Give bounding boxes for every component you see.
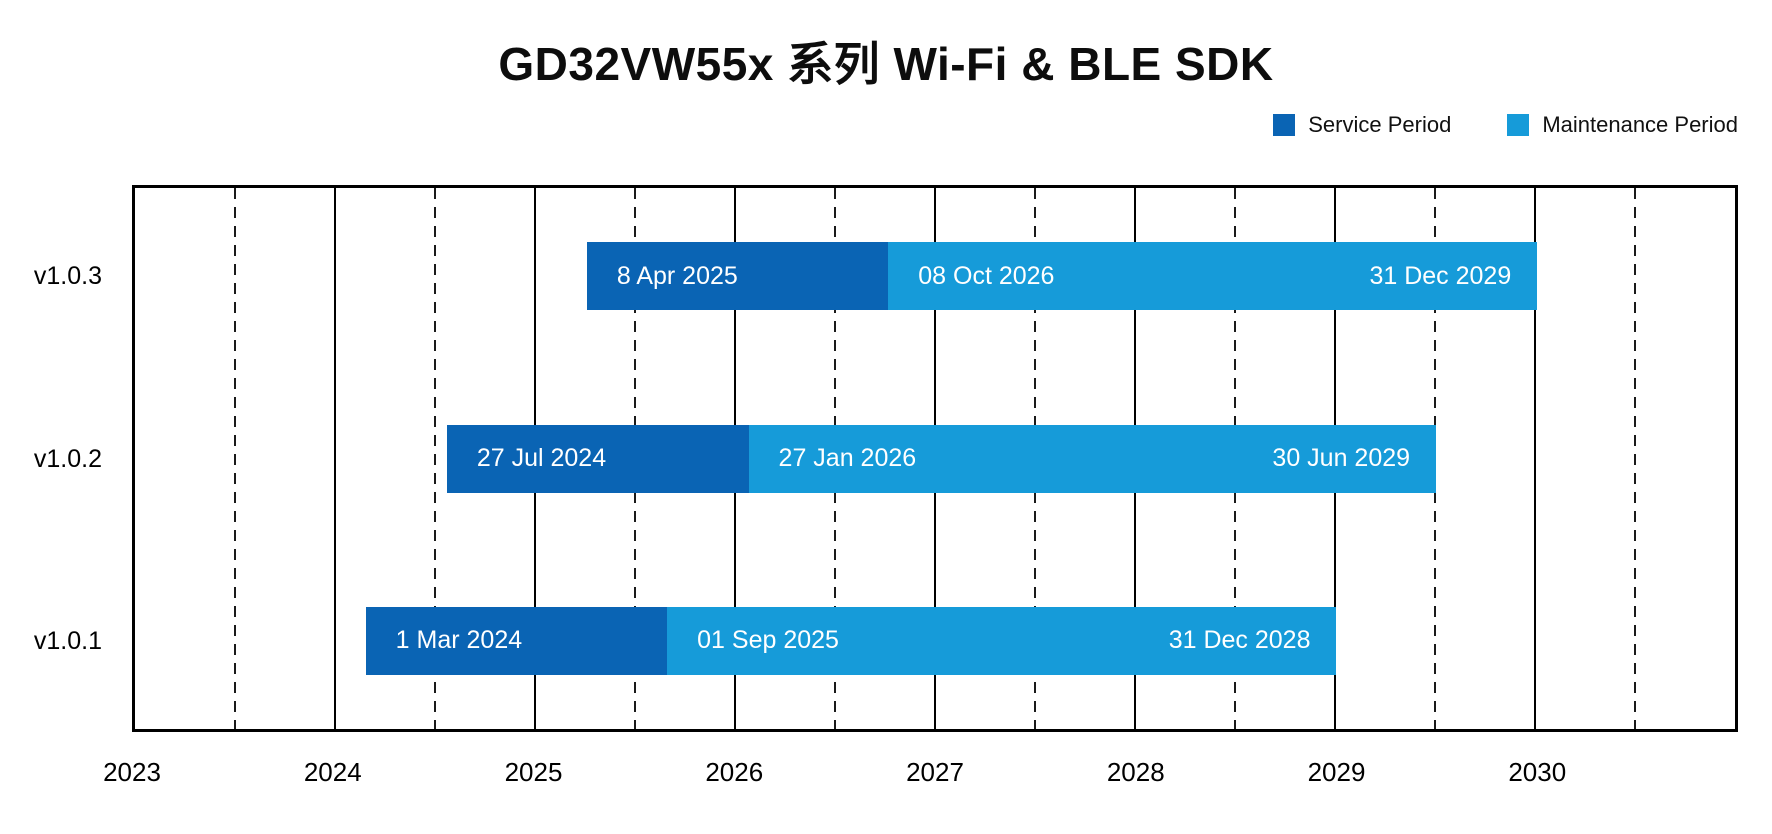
- maintenance-bar: 01 Sep 2025 31 Dec 2028: [667, 606, 1337, 675]
- legend-swatch-service: [1273, 114, 1296, 136]
- end-date-label: 30 Jun 2029: [1272, 444, 1411, 472]
- legend-label-service: Service Period: [1308, 112, 1452, 137]
- x-tick-label: 2026: [705, 757, 764, 787]
- maintenance-bar: 08 Oct 2026 31 Dec 2029: [888, 242, 1538, 311]
- maintenance-start-label: 08 Oct 2026: [918, 261, 1055, 290]
- x-tick-label: 2023: [103, 757, 161, 787]
- legend: Service Period Maintenance Period: [1273, 112, 1738, 138]
- plot-area: 8 Apr 2025 08 Oct 2026 31 Dec 2029 27 Jul 2…: [132, 185, 1738, 732]
- legend-swatch-maintenance: [1507, 114, 1530, 136]
- halfyear-gridline: [234, 188, 236, 729]
- halfyear-gridline: [434, 188, 436, 729]
- service-bar: 8 Apr 2025: [586, 242, 889, 311]
- maintenance-bar: 27 Jan 2026 30 Jun 2029: [748, 424, 1437, 493]
- year-gridline: [1534, 188, 1536, 729]
- x-tick-label: 2028: [1106, 757, 1165, 787]
- x-tick-label: 2029: [1307, 757, 1366, 787]
- row-label-v1-0-1: v1.0.1: [33, 626, 102, 655]
- legend-label-maintenance: Maintenance Period: [1542, 112, 1738, 137]
- service-start-label: 27 Jul 2024: [476, 444, 607, 472]
- row-label-v1-0-3: v1.0.3: [33, 262, 102, 291]
- x-tick-label: 2024: [303, 757, 362, 787]
- x-tick-label: 2030: [1508, 757, 1567, 787]
- page-title: GD32VW55x 系列 Wi-Fi & BLE SDK: [498, 38, 1274, 90]
- maintenance-start-label: 01 Sep 2025: [697, 626, 839, 655]
- end-date-label: 31 Dec 2029: [1369, 261, 1512, 290]
- year-gridline: [334, 188, 336, 729]
- halfyear-gridline: [1634, 188, 1636, 729]
- service-bar: 1 Mar 2024: [365, 606, 668, 675]
- service-bar: 27 Jul 2024: [446, 424, 749, 493]
- end-date-label: 31 Dec 2028: [1168, 626, 1311, 655]
- legend-item-maintenance: Maintenance Period: [1507, 112, 1738, 138]
- maintenance-start-label: 27 Jan 2026: [778, 444, 917, 472]
- service-start-label: 8 Apr 2025: [616, 261, 738, 290]
- legend-item-service: Service Period: [1273, 112, 1451, 138]
- service-start-label: 1 Mar 2024: [395, 626, 523, 655]
- x-tick-label: 2025: [504, 757, 563, 787]
- row-label-v1-0-2: v1.0.2: [33, 444, 102, 473]
- x-tick-label: 2027: [906, 757, 964, 787]
